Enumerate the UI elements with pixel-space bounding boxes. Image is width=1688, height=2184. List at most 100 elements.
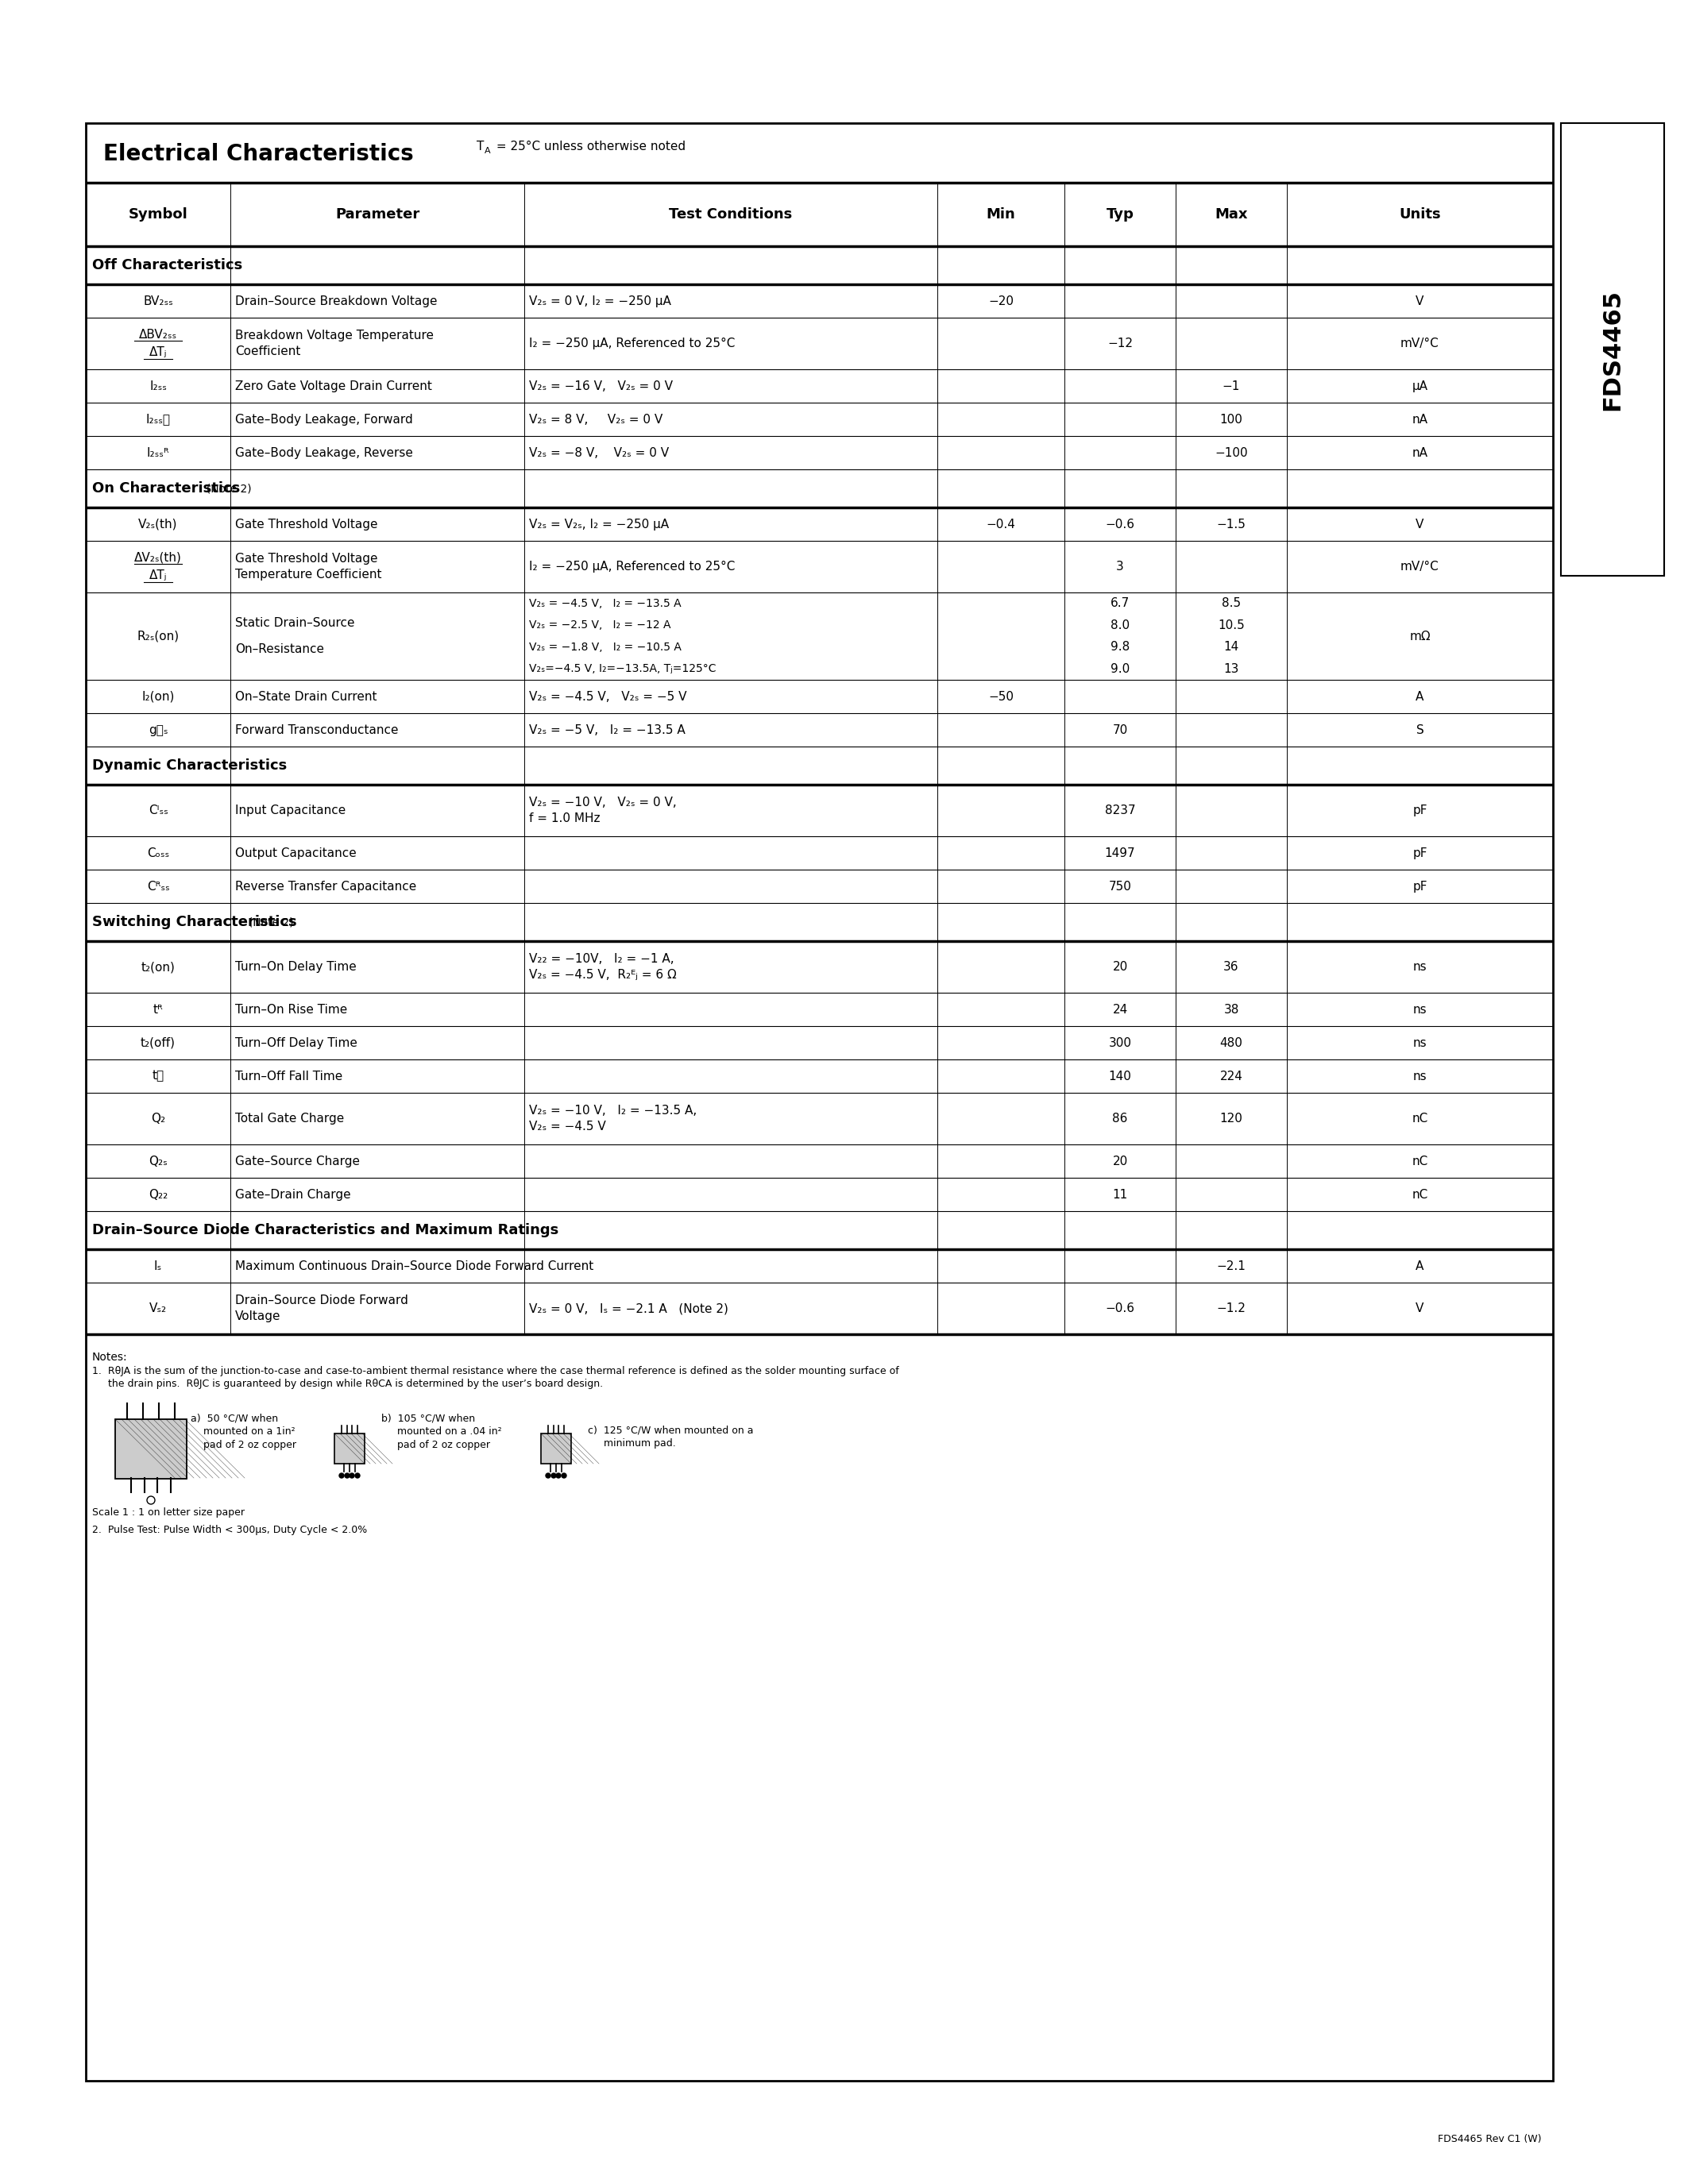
Text: BV₂ₛₛ: BV₂ₛₛ	[143, 295, 174, 308]
Text: nA: nA	[1411, 448, 1428, 459]
Text: Output Capacitance: Output Capacitance	[235, 847, 356, 858]
Text: Total Gate Charge: Total Gate Charge	[235, 1112, 344, 1125]
Text: 13: 13	[1224, 664, 1239, 675]
Text: I₂ₛₛ: I₂ₛₛ	[150, 380, 167, 391]
Text: Temperature Coefficient: Temperature Coefficient	[235, 568, 381, 581]
Text: FDS4465 Rev C1 (W): FDS4465 Rev C1 (W)	[1438, 2134, 1541, 2145]
Text: Iₛ: Iₛ	[154, 1260, 162, 1271]
Text: μA: μA	[1411, 380, 1428, 391]
Text: Drain–Source Breakdown Voltage: Drain–Source Breakdown Voltage	[235, 295, 437, 308]
Text: V: V	[1416, 518, 1425, 531]
Text: S: S	[1416, 723, 1423, 736]
Text: −1: −1	[1222, 380, 1241, 391]
Text: 8.5: 8.5	[1222, 598, 1241, 609]
Text: −0.4: −0.4	[986, 518, 1016, 531]
Text: 20: 20	[1112, 1155, 1128, 1166]
Text: (Note 2): (Note 2)	[241, 917, 294, 928]
Bar	[540, 1433, 571, 1463]
Text: Cᴵₛₛ: Cᴵₛₛ	[149, 804, 167, 817]
Text: mV/°C: mV/°C	[1401, 339, 1440, 349]
Text: pF: pF	[1413, 804, 1428, 817]
Text: (Note 2): (Note 2)	[199, 483, 252, 494]
Text: Turn–Off Fall Time: Turn–Off Fall Time	[235, 1070, 343, 1081]
Text: Gate–Body Leakage, Forward: Gate–Body Leakage, Forward	[235, 413, 414, 426]
Text: Voltage: Voltage	[235, 1310, 280, 1321]
Text: Turn–On Rise Time: Turn–On Rise Time	[235, 1002, 348, 1016]
Text: Drain–Source Diode Forward: Drain–Source Diode Forward	[235, 1295, 408, 1306]
Text: V₂ₛ = 8 V,     V₂ₛ = 0 V: V₂ₛ = 8 V, V₂ₛ = 0 V	[528, 413, 663, 426]
Text: Q₂ₛ: Q₂ₛ	[149, 1155, 167, 1166]
Text: f = 1.0 MHz: f = 1.0 MHz	[528, 812, 601, 823]
Text: Turn–Off Delay Time: Turn–Off Delay Time	[235, 1037, 358, 1048]
Text: 8.0: 8.0	[1111, 620, 1129, 631]
Circle shape	[344, 1474, 349, 1479]
Text: −2.1: −2.1	[1217, 1260, 1246, 1271]
Text: tᴿ: tᴿ	[154, 1002, 164, 1016]
Text: 36: 36	[1224, 961, 1239, 972]
Text: Forward Transconductance: Forward Transconductance	[235, 723, 398, 736]
Text: t₂(off): t₂(off)	[140, 1037, 176, 1048]
Text: pF: pF	[1413, 847, 1428, 858]
Text: Typ: Typ	[1106, 207, 1134, 221]
Text: 480: 480	[1220, 1037, 1242, 1048]
Text: Min: Min	[986, 207, 1016, 221]
Text: Gate–Drain Charge: Gate–Drain Charge	[235, 1188, 351, 1201]
Text: V₂ₛ = V₂ₛ, I₂ = −250 μA: V₂ₛ = V₂ₛ, I₂ = −250 μA	[528, 518, 668, 531]
Text: 86: 86	[1112, 1112, 1128, 1125]
Text: −100: −100	[1215, 448, 1247, 459]
Text: V₂ₛ = −5 V,   I₂ = −13.5 A: V₂ₛ = −5 V, I₂ = −13.5 A	[528, 723, 685, 736]
Text: Cₒₛₛ: Cₒₛₛ	[147, 847, 169, 858]
Text: Electrical Characteristics: Electrical Characteristics	[103, 142, 414, 166]
Text: I₂ₛₛᴿ: I₂ₛₛᴿ	[147, 448, 169, 459]
Text: ns: ns	[1413, 1070, 1426, 1081]
Text: −20: −20	[987, 295, 1013, 308]
Text: 750: 750	[1109, 880, 1131, 893]
Text: Dynamic Characteristics: Dynamic Characteristics	[93, 758, 287, 773]
Text: V₂ₛ = −8 V,    V₂ₛ = 0 V: V₂ₛ = −8 V, V₂ₛ = 0 V	[528, 448, 668, 459]
Text: V₂ₛ = −16 V,   V₂ₛ = 0 V: V₂ₛ = −16 V, V₂ₛ = 0 V	[528, 380, 674, 391]
Text: 140: 140	[1109, 1070, 1131, 1081]
Text: 1.  RθJA is the sum of the junction-to-case and case-to-ambient thermal resistan: 1. RθJA is the sum of the junction-to-ca…	[93, 1365, 900, 1376]
Text: ΔTⱼ: ΔTⱼ	[149, 570, 167, 581]
Text: Maximum Continuous Drain–Source Diode Forward Current: Maximum Continuous Drain–Source Diode Fo…	[235, 1260, 594, 1271]
Text: 20: 20	[1112, 961, 1128, 972]
Text: A: A	[1416, 690, 1425, 703]
Text: 120: 120	[1220, 1112, 1242, 1125]
Text: FDS4465: FDS4465	[1600, 288, 1624, 411]
Text: 11: 11	[1112, 1188, 1128, 1201]
Text: Input Capacitance: Input Capacitance	[235, 804, 346, 817]
Text: V₂ₛ = 0 V,   Iₛ = −2.1 A   (Note 2): V₂ₛ = 0 V, Iₛ = −2.1 A (Note 2)	[528, 1302, 728, 1315]
Bar	[334, 1433, 365, 1463]
Circle shape	[349, 1474, 354, 1479]
Text: V₂ₛ = −10 V,   V₂ₛ = 0 V,: V₂ₛ = −10 V, V₂ₛ = 0 V,	[528, 797, 677, 808]
Text: Gate Threshold Voltage: Gate Threshold Voltage	[235, 553, 378, 566]
Text: 8237: 8237	[1104, 804, 1136, 817]
Text: 300: 300	[1109, 1037, 1131, 1048]
Text: b)  105 °C/W when
     mounted on a .04 in²
     pad of 2 oz copper: b) 105 °C/W when mounted on a .04 in² pa…	[381, 1413, 501, 1450]
Text: V₂ₛ = 0 V, I₂ = −250 μA: V₂ₛ = 0 V, I₂ = −250 μA	[528, 295, 672, 308]
Text: I₂ = −250 μA, Referenced to 25°C: I₂ = −250 μA, Referenced to 25°C	[528, 339, 734, 349]
Text: V: V	[1416, 1302, 1425, 1315]
Bar	[86, 122, 1553, 2081]
Text: −1.2: −1.2	[1217, 1302, 1246, 1315]
Text: 70: 70	[1112, 723, 1128, 736]
Text: 38: 38	[1224, 1002, 1239, 1016]
Text: Reverse Transfer Capacitance: Reverse Transfer Capacitance	[235, 880, 417, 893]
Text: V₂ₛ(th): V₂ₛ(th)	[138, 518, 177, 531]
Text: −0.6: −0.6	[1106, 1302, 1134, 1315]
Text: 24: 24	[1112, 1002, 1128, 1016]
Text: 10.5: 10.5	[1217, 620, 1244, 631]
Text: V₂ₛ = −1.8 V,   I₂ = −10.5 A: V₂ₛ = −1.8 V, I₂ = −10.5 A	[528, 642, 682, 653]
Text: I₂ = −250 μA, Referenced to 25°C: I₂ = −250 μA, Referenced to 25°C	[528, 561, 734, 572]
Text: Coefficient: Coefficient	[235, 345, 300, 358]
Text: On–State Drain Current: On–State Drain Current	[235, 690, 376, 703]
Text: 3: 3	[1116, 561, 1124, 572]
Text: 2.  Pulse Test: Pulse Width < 300μs, Duty Cycle < 2.0%: 2. Pulse Test: Pulse Width < 300μs, Duty…	[93, 1524, 368, 1535]
Circle shape	[545, 1474, 550, 1479]
Text: Max: Max	[1215, 207, 1247, 221]
Text: V₂ₛ = −4.5 V,  R₂ᴱⱼ = 6 Ω: V₂ₛ = −4.5 V, R₂ᴱⱼ = 6 Ω	[528, 970, 677, 981]
Text: Gate Threshold Voltage: Gate Threshold Voltage	[235, 518, 378, 531]
Text: V₂ₛ = −4.5 V,   V₂ₛ = −5 V: V₂ₛ = −4.5 V, V₂ₛ = −5 V	[528, 690, 687, 703]
Text: Turn–On Delay Time: Turn–On Delay Time	[235, 961, 356, 972]
Text: ΔBV₂ₛₛ: ΔBV₂ₛₛ	[138, 330, 177, 341]
